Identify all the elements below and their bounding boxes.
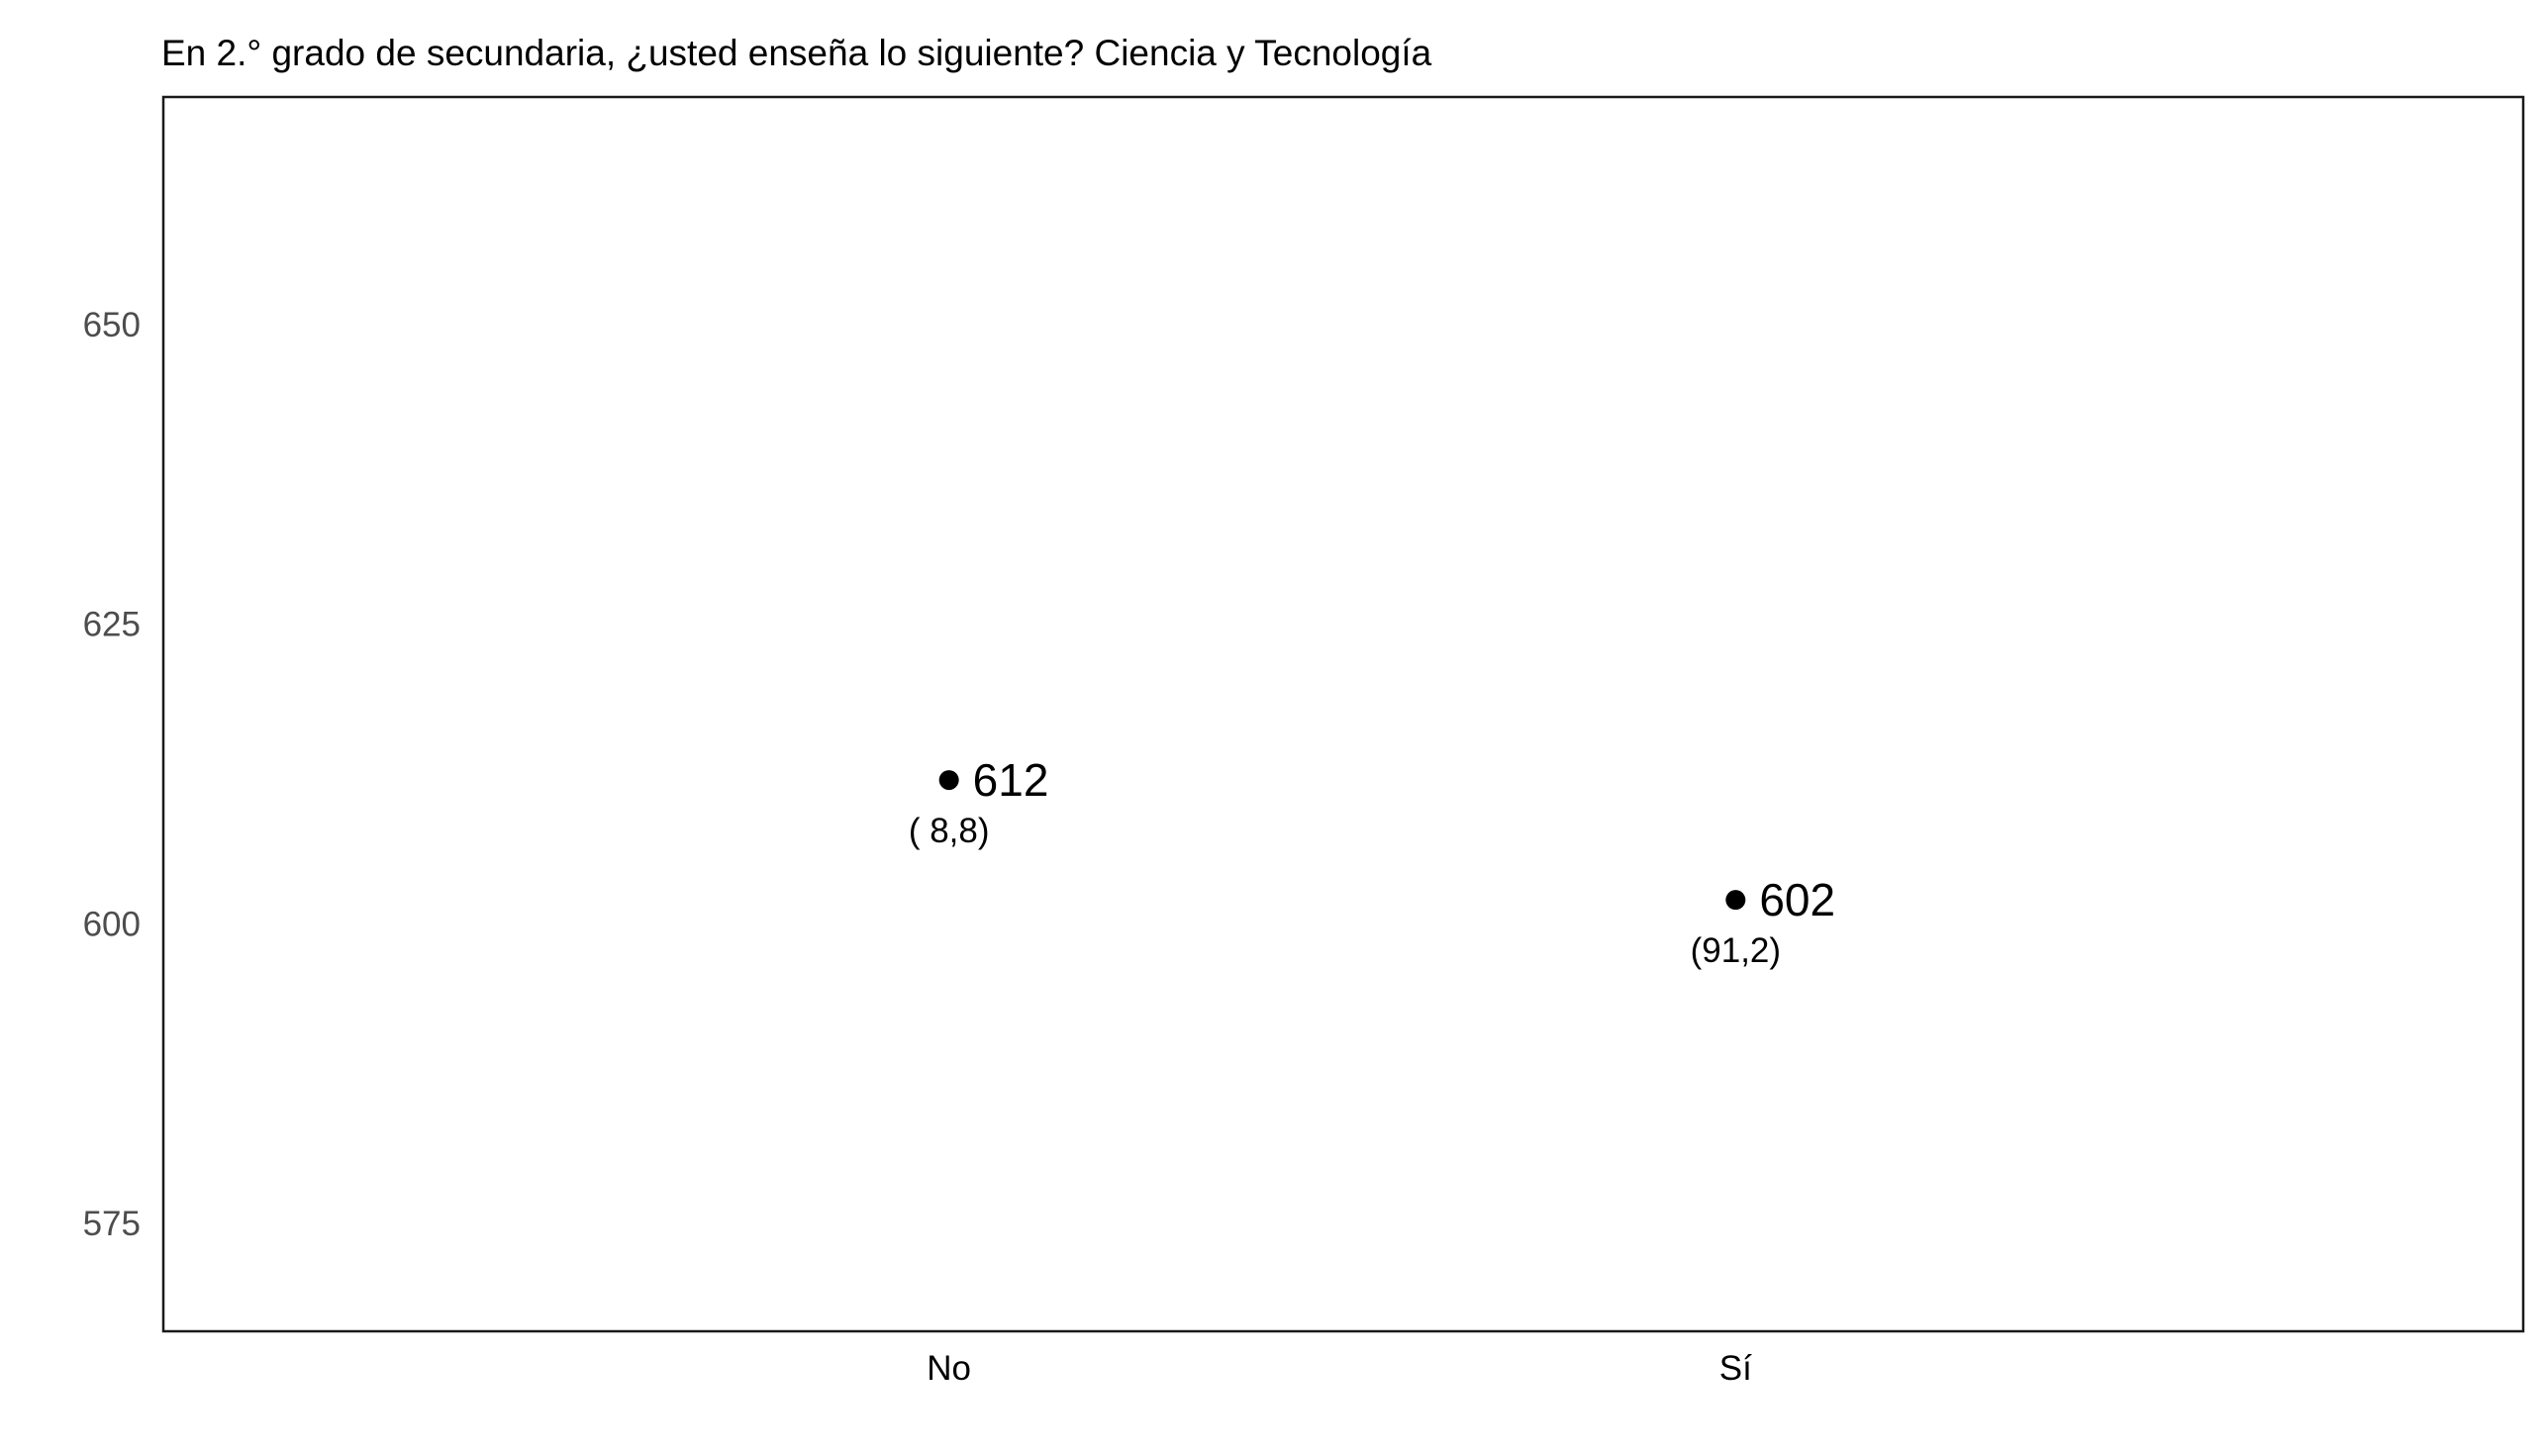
data-point xyxy=(1725,890,1746,911)
y-tick-label: 650 xyxy=(83,306,141,344)
value-label: 612 xyxy=(973,754,1049,806)
x-tick-label: Sí xyxy=(1719,1349,1752,1388)
data-points: 612 ( 8,8) 602 (91,2) xyxy=(909,754,1835,970)
x-tick-label: No xyxy=(927,1349,971,1388)
value-label: 602 xyxy=(1759,874,1835,925)
percent-label: ( 8,8) xyxy=(909,812,990,850)
y-tick-label: 625 xyxy=(83,606,141,644)
data-point xyxy=(938,770,959,791)
y-tick-label: 600 xyxy=(83,905,141,943)
y-axis-ticks: 575 600 625 650 xyxy=(83,306,141,1243)
percent-label: (91,2) xyxy=(1691,931,1781,970)
y-tick-label: 575 xyxy=(83,1205,141,1243)
x-axis-ticks: No Sí xyxy=(927,1349,1752,1388)
plot-panel-border xyxy=(161,95,2525,1333)
chart-title: En 2.° grado de secundaria, ¿usted enseñ… xyxy=(161,33,1432,73)
